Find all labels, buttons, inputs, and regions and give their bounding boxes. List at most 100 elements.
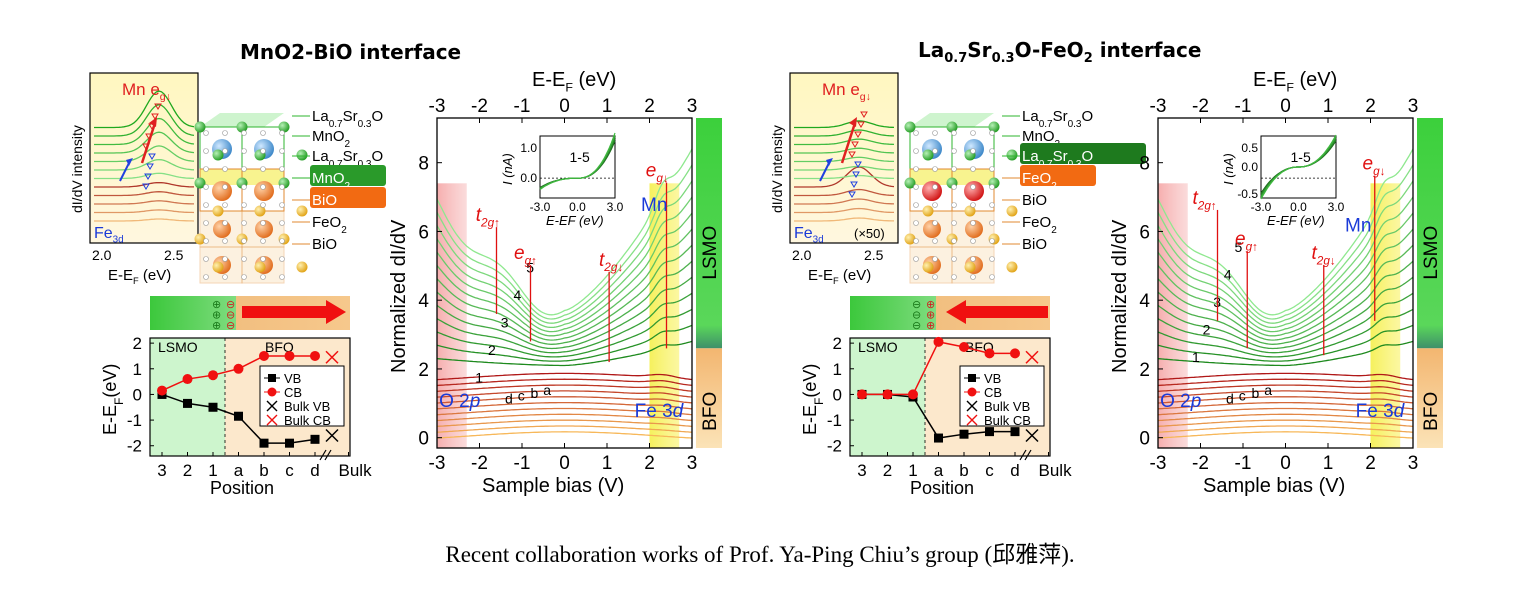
didv-curve-bfo — [1157, 425, 1414, 433]
crystal-oxygen-atom — [913, 202, 919, 208]
crystal-top-face — [910, 113, 994, 127]
top-x-tick-label: -3 — [429, 96, 446, 117]
crystal-oxygen-atom — [913, 274, 919, 280]
crystal-oxygen-atom — [913, 238, 919, 244]
y-tick-label: 8 — [1139, 154, 1150, 175]
curve-label-red: d — [505, 390, 513, 406]
crystal-oxygen-atom — [279, 166, 285, 172]
crystal-layer-label: BiO — [1022, 192, 1047, 209]
legend-label: Bulk VB — [984, 399, 1030, 414]
bfo-side-bar — [696, 348, 722, 448]
vb-point — [183, 398, 192, 408]
x-tick-label: 0 — [1280, 453, 1291, 474]
curve-label-green: 1 — [475, 370, 483, 386]
iv-y-tick-label: 1.0 — [520, 141, 537, 155]
crystal-oxygen-atom — [222, 130, 228, 136]
crystal-oxygen-atom — [932, 166, 938, 172]
didv-curve-lsmo — [436, 212, 693, 333]
crystal-oxygen-atom — [932, 220, 938, 226]
crystal-oxygen-atom — [222, 202, 228, 208]
legend-label: CB — [284, 385, 302, 400]
iv-x-tick-label: 0.0 — [1290, 200, 1307, 214]
inset-spectrum-curve — [94, 104, 195, 137]
inset-title: Mn eg↓ — [122, 80, 171, 103]
legend-label: Bulk CB — [984, 413, 1031, 428]
didv-curve-lsmo — [436, 164, 693, 320]
inset-spectrum-curve — [94, 117, 195, 146]
y-tick-label: 2 — [418, 360, 429, 381]
x-tick-label: -1 — [1235, 453, 1252, 474]
crystal-oxygen-atom — [932, 148, 938, 154]
inset-spectrum-curve — [794, 188, 895, 197]
curve-label-red: d — [1226, 390, 1234, 406]
vb-point — [985, 427, 994, 437]
x-tick-label: 2 — [883, 461, 892, 480]
legend-label: VB — [984, 371, 1001, 386]
crystal-oxygen-atom — [279, 220, 285, 226]
region-label-lsmo: LSMO — [858, 339, 898, 355]
y-axis-label: Normalized dI/dV — [1109, 219, 1131, 373]
crystal-oxygen-atom — [932, 274, 938, 280]
didv-curve-lsmo — [436, 244, 693, 341]
y-axis-label: Normalized dI/dV — [388, 219, 410, 373]
x-tick-label: -3 — [1150, 453, 1167, 474]
crystal-oxygen-atom — [989, 274, 995, 280]
iv-y-tick-label: -0.5 — [1237, 187, 1258, 201]
y-tick-label: 0 — [1139, 429, 1150, 450]
crystal-oxygen-atom — [970, 238, 976, 244]
inset-peak-marker — [850, 181, 858, 188]
top-x-tick-label: -2 — [1192, 96, 1209, 117]
didv-curve-bfo — [1157, 396, 1414, 404]
crystal-layer-label: La0.7Sr0.3O — [1022, 108, 1093, 130]
crystal-layer-highlight — [1020, 165, 1096, 186]
crystal-layer-label: BiO — [312, 236, 337, 253]
inset-arrowhead-red — [849, 117, 857, 127]
crystal-corner-atom — [922, 261, 934, 273]
crystal-layer-label: FeO2 — [1022, 214, 1057, 236]
y-tick-label: 6 — [1139, 222, 1150, 243]
vb-point — [259, 438, 269, 448]
crystal-oxygen-atom — [241, 184, 247, 190]
crystal-center-atom — [923, 220, 941, 238]
title-sr: Sr — [967, 38, 992, 62]
left-panel-title: MnO2-BiO interface — [240, 40, 462, 64]
crystal-layer-highlight — [310, 187, 386, 208]
crystal-oxygen-atom — [222, 256, 228, 262]
cb-point — [1010, 348, 1020, 359]
inset-x-tick: 2.5 — [864, 247, 884, 263]
y-axis-label: E-EF(eV) — [800, 364, 826, 435]
didv-curve-bfo — [1157, 384, 1414, 392]
cb-point — [310, 350, 320, 361]
x-tick-label: Bulk — [1039, 461, 1073, 480]
orbital-annotation: eg↓ — [1363, 154, 1386, 178]
crystal-oxygen-atom — [279, 184, 285, 190]
didv-curve-lsmo — [1157, 228, 1414, 337]
didv-curve-bfo — [1157, 401, 1414, 410]
crystal-oxygen-atom — [279, 238, 285, 244]
crystal-oxygen-atom — [989, 166, 995, 172]
crystal-oxygen-atom — [222, 148, 228, 154]
crystal-center-atom — [212, 181, 232, 201]
inset-peak-marker — [148, 153, 156, 160]
didv-curve-bfo — [436, 401, 693, 410]
didv-curve-bfo — [1157, 419, 1414, 428]
right-spectra-inset: Mn eg↓ Fe3d (×50) 2.0 2.5 E-EF (eV) dI/dV inte… — [769, 72, 899, 286]
crystal-corner-atom — [904, 177, 916, 189]
inset-peak-marker — [144, 173, 152, 180]
iv-x-tick-label: -3.0 — [530, 200, 551, 214]
x-tick-label: b — [959, 461, 968, 480]
crystal-oxygen-atom — [260, 274, 266, 280]
bulk-marker — [325, 428, 339, 443]
inset-arrowhead-blue — [126, 158, 133, 166]
inset-peak-marker — [857, 121, 865, 128]
inset-spectrum-curve — [794, 120, 895, 129]
didv-curve-bfo — [436, 378, 693, 387]
crystal-oxygen-atom — [989, 256, 995, 262]
crystal-oxygen-atom — [951, 238, 957, 244]
o2p-annotation: O 2p — [1160, 391, 1201, 412]
didv-curve-lsmo — [1157, 276, 1414, 350]
crystal-corner-atom — [212, 149, 224, 161]
top-x-axis-label: E-EF (eV) — [532, 69, 616, 95]
inset-arrowhead-blue — [826, 158, 833, 166]
